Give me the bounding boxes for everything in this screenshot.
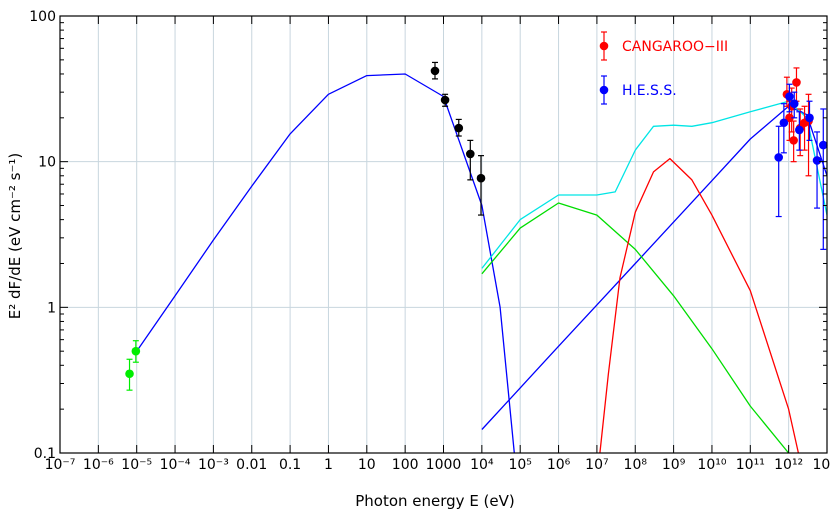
- marker: [812, 156, 822, 165]
- marker: [454, 123, 464, 133]
- x-tick-label: 10⁻⁷: [45, 457, 76, 473]
- marker: [789, 99, 799, 109]
- x-tick-label: 10¹¹: [736, 457, 765, 473]
- x-tick-label: 10⁵: [508, 457, 531, 473]
- data-point: [125, 358, 134, 391]
- y-tick-label: 0.1: [34, 446, 56, 462]
- legend-label: H.E.S.S.: [622, 83, 677, 99]
- marker: [785, 92, 794, 101]
- marker: [131, 346, 141, 356]
- marker: [818, 140, 828, 150]
- y-tick-label: 10: [38, 155, 56, 171]
- x-tick-label: 10⁸: [624, 457, 648, 473]
- model-curve: [599, 157, 800, 453]
- grid: [60, 16, 827, 453]
- x-tick-label: 1000: [426, 457, 462, 473]
- marker: [466, 149, 475, 159]
- x-tick-label: 10⁷: [585, 457, 608, 473]
- data-point: [779, 103, 789, 154]
- marker: [440, 95, 450, 105]
- legend: CANGAROO−III H.E.S.S.: [599, 31, 728, 105]
- x-tick-label: 10⁻³: [198, 457, 229, 473]
- data-point: [440, 93, 450, 107]
- model-curve: [481, 202, 790, 453]
- data-point: [774, 125, 783, 218]
- data-point: [466, 139, 475, 181]
- model-curve: [481, 105, 827, 430]
- data-point: [818, 108, 828, 250]
- x-tick-label: 10¹²: [774, 457, 803, 473]
- x-axis-label: Photon energy E (eV): [355, 492, 515, 510]
- data-point: [805, 100, 814, 141]
- data-point: [789, 91, 799, 119]
- x-tick-label: 10¹³: [812, 457, 831, 473]
- x-tick-label: 0.01: [236, 457, 267, 473]
- marker: [779, 118, 789, 128]
- data-point: [131, 340, 141, 363]
- data-point: [430, 61, 440, 80]
- legend-label: CANGAROO−III: [622, 39, 728, 55]
- x-tick-label: 10⁻⁵: [121, 457, 152, 473]
- data-point: [789, 120, 798, 163]
- x-tick-label: 10⁴: [470, 457, 494, 473]
- x-tick-label: 10¹⁰: [697, 457, 726, 473]
- x-tick-label: 10⁹: [662, 457, 686, 473]
- x-tick-label: 10⁻⁴: [160, 457, 191, 473]
- x-tick-label: 100: [392, 457, 419, 473]
- data-point: [476, 155, 486, 216]
- data-point: [795, 111, 804, 151]
- data-point: [454, 118, 464, 137]
- y-tick-label: 1: [47, 300, 56, 316]
- data-points: [125, 61, 828, 391]
- marker: [476, 173, 486, 183]
- y-axis-label: E² dF/dE (eV cm⁻² s⁻¹): [6, 153, 24, 320]
- x-tick-label: 10⁶: [547, 457, 571, 473]
- marker: [789, 136, 798, 145]
- legend-entry: H.E.S.S.: [599, 75, 677, 105]
- marker: [795, 125, 804, 135]
- y-tick-labels: 0.1 1 10 100: [29, 9, 56, 462]
- model-curve: [481, 100, 827, 269]
- legend-entry: CANGAROO−III: [599, 31, 728, 61]
- marker: [125, 369, 134, 379]
- model-curve: [136, 73, 515, 453]
- marker: [805, 113, 814, 123]
- ticks: [59, 15, 828, 454]
- legend-marker: [599, 85, 609, 95]
- data-point: [812, 131, 822, 209]
- marker: [430, 66, 440, 76]
- x-tick-label: 0.1: [279, 457, 301, 473]
- x-tick-label: 1: [324, 457, 333, 473]
- data-point: [785, 83, 794, 113]
- x-tick-labels: 10⁻⁷ 10⁻⁶ 10⁻⁵ 10⁻⁴ 10⁻³ 0.01 0.1 1 10 100 1000 10⁴…: [45, 457, 831, 473]
- marker: [792, 78, 801, 87]
- legend-marker: [599, 41, 609, 51]
- y-tick-label: 100: [29, 9, 56, 25]
- x-tick-label: 10⁻⁶: [83, 457, 114, 473]
- x-tick-label: 10: [358, 457, 376, 473]
- marker: [774, 153, 783, 162]
